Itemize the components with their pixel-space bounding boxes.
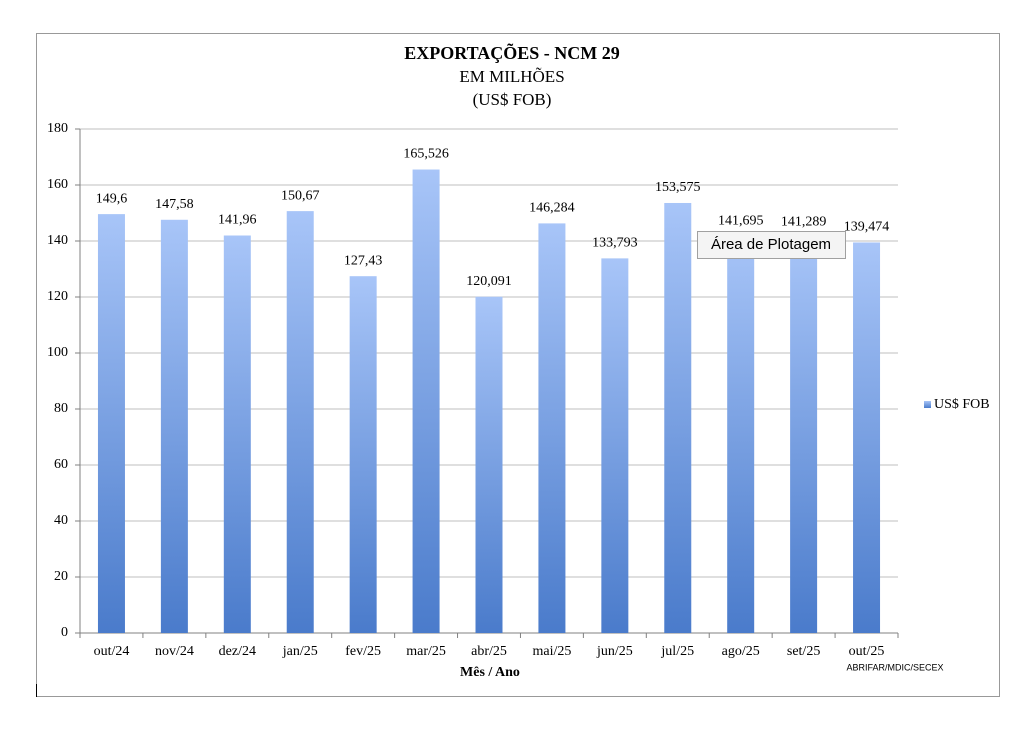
x-tick-label: out/25 [849, 644, 885, 659]
bar [790, 237, 818, 633]
x-tick-label: mar/25 [406, 644, 446, 659]
bar [664, 202, 692, 634]
bar [601, 258, 629, 633]
bar [349, 276, 377, 633]
tooltip: Área de Plotagem [697, 231, 846, 259]
x-tick-label: ago/25 [722, 644, 760, 659]
x-tick-label: out/24 [94, 644, 130, 659]
x-tick-label: abr/25 [471, 644, 507, 659]
tooltip-text: Área de Plotagem [711, 236, 831, 253]
data-label: 133,793 [592, 236, 638, 251]
x-tick-label: nov/24 [155, 644, 194, 659]
source-note: ABRIFAR/MDIC/SECEX [846, 662, 943, 672]
y-tick-label: 40 [54, 513, 68, 528]
y-tick-label: 0 [61, 625, 68, 640]
data-label: 141,289 [781, 215, 827, 230]
data-label: 153,575 [655, 180, 701, 195]
x-axis-title: Mês / Ano [460, 665, 520, 680]
data-label: 141,695 [718, 213, 764, 228]
x-tick-label: fev/25 [345, 644, 381, 659]
x-tick-label: set/25 [787, 644, 820, 659]
y-tick-label: 180 [47, 121, 68, 136]
data-label: 139,474 [844, 220, 890, 235]
chart-border [36, 33, 1000, 697]
data-label: 146,284 [529, 201, 575, 216]
y-tick-label: 20 [54, 569, 68, 584]
x-tick-label: jul/25 [660, 644, 694, 659]
bar [475, 296, 503, 633]
bar [160, 219, 188, 633]
x-tick-label: mai/25 [532, 644, 571, 659]
data-label: 149,6 [96, 191, 128, 206]
x-tick-label: jan/25 [282, 644, 318, 659]
y-tick-label: 80 [54, 401, 68, 416]
chart-subtitle-unit: (US$ FOB) [473, 90, 552, 109]
chart-subtitle: EM MILHÕES [459, 67, 564, 86]
data-label: 165,526 [403, 147, 449, 162]
bar [412, 169, 440, 633]
data-label: 127,43 [344, 253, 383, 268]
bar [853, 242, 881, 634]
y-tick-label: 120 [47, 289, 68, 304]
plot-area: 0 20 40 60 80 100 120 140 160 180 out/24 149,6 nov/2… [47, 121, 899, 659]
legend-label: US$ FOB [934, 397, 990, 412]
bar [538, 223, 566, 634]
bar [97, 214, 125, 633]
chart-title: EXPORTAÇÕES - NCM 29 [404, 42, 620, 63]
y-tick-label: 60 [54, 457, 68, 472]
data-label: 120,091 [466, 274, 512, 289]
bar [286, 211, 314, 633]
x-tick-label: dez/24 [219, 644, 256, 659]
bar [727, 236, 755, 633]
y-tick-label: 100 [47, 345, 68, 360]
data-label: 147,58 [155, 197, 194, 212]
x-tick-label: jun/25 [596, 644, 633, 659]
legend-swatch [924, 401, 931, 408]
y-tick-label: 140 [47, 233, 68, 248]
y-tick-label: 160 [47, 177, 68, 192]
bar [223, 235, 251, 633]
data-label: 150,67 [281, 188, 320, 203]
data-label: 141,96 [218, 213, 257, 228]
tooltip-box [697, 231, 846, 259]
